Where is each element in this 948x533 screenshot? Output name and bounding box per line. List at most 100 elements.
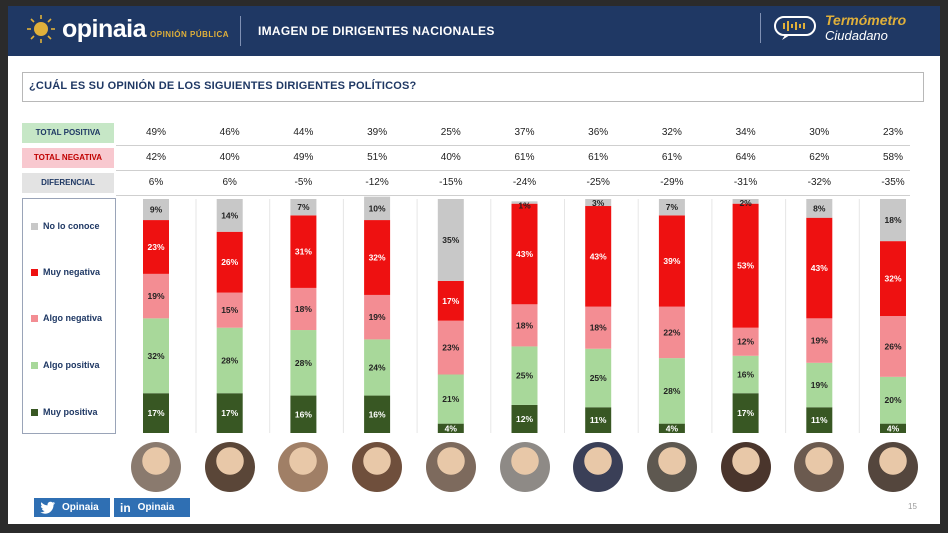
- bar-data-label: 4%: [887, 423, 900, 433]
- legend-label: Muy positiva: [43, 407, 98, 417]
- bar-segment: [143, 220, 169, 274]
- termometro-logo: Termómetro Ciudadano: [760, 13, 906, 43]
- page-number: 15: [908, 502, 917, 511]
- linkedin-link[interactable]: in Opinaia: [114, 498, 190, 517]
- bar-data-label: 1%: [518, 200, 531, 210]
- legend-swatch: [31, 361, 38, 369]
- total-differential-value: -25%: [586, 177, 610, 188]
- termometro-line2: Ciudadano: [825, 28, 888, 43]
- bar-segment: [732, 393, 759, 433]
- page-title: IMAGEN DE DIRIGENTES NACIONALES: [258, 24, 495, 38]
- bar-segment: [732, 199, 759, 204]
- bar-data-label: 17%: [442, 296, 459, 306]
- politician-photo: [204, 442, 255, 492]
- bar-segment: [290, 287, 317, 331]
- total-positive-value: 46%: [219, 127, 240, 138]
- bar-segment: [880, 376, 906, 424]
- politician-photo: [573, 442, 624, 492]
- bar-data-label: 10%: [369, 203, 386, 213]
- total-negative-value: 61%: [661, 152, 682, 163]
- bar-data-label: 23%: [147, 242, 164, 252]
- bar-data-label: 32%: [369, 253, 386, 263]
- total-negative-value: 51%: [367, 152, 388, 163]
- bar-segment: [437, 374, 464, 424]
- politician-photo: [868, 442, 918, 492]
- bar-segment: [511, 304, 538, 347]
- politician-photo: [499, 442, 550, 492]
- total-negative-value: 62%: [809, 152, 830, 163]
- total-negative-value: 61%: [514, 152, 535, 163]
- bar-segment: [658, 423, 685, 433]
- legend-swatch: [31, 222, 38, 230]
- total-negative-value: 58%: [882, 152, 903, 163]
- question-text: ¿CUÁL ES SU OPINIÓN DE LOS SIGUIENTES DI…: [29, 80, 417, 92]
- bar-data-label: 31%: [295, 247, 312, 257]
- bar-segment: [806, 362, 833, 408]
- bar-data-label: 18%: [590, 323, 607, 333]
- total-positive-value: 36%: [588, 127, 609, 138]
- bar-data-label: 16%: [737, 370, 754, 380]
- bar-data-label: 16%: [295, 409, 312, 419]
- total-negative-value: 40%: [219, 152, 240, 163]
- total-differential-value: 6%: [148, 177, 164, 188]
- bar-segment: [437, 280, 464, 321]
- total-positive-value: 34%: [735, 127, 756, 138]
- linkedin-handle: Opinaia: [137, 502, 175, 513]
- bar-data-label: 16%: [369, 409, 386, 419]
- politician-photo: [352, 442, 403, 492]
- termometro-name: Termómetro Ciudadano: [825, 12, 907, 44]
- speech-bubble-icon: [774, 16, 816, 40]
- politician-photo: [131, 442, 181, 492]
- legend-item: Algo positiva: [31, 360, 100, 370]
- total-negative-value: 42%: [145, 152, 166, 163]
- total-positive-value: 39%: [367, 127, 388, 138]
- bar-segment: [585, 407, 612, 433]
- bar-data-label: 43%: [590, 251, 607, 261]
- total-differential-value: -12%: [365, 177, 389, 188]
- bar-segment: [806, 407, 833, 433]
- slide: opinaia OPINIÓN PÚBLICA IMAGEN DE DIRIGE…: [8, 6, 940, 524]
- total-differential-value: -15%: [439, 177, 463, 188]
- bar-data-label: 43%: [811, 263, 828, 273]
- bar-segment: [437, 320, 464, 375]
- bar-segment: [290, 199, 317, 216]
- bar-segment: [880, 241, 906, 316]
- total-positive-value: 25%: [440, 127, 461, 138]
- bar-segment: [364, 294, 391, 340]
- bar-data-label: 20%: [884, 395, 901, 405]
- bar-segment: [511, 201, 538, 204]
- bar-segment: [364, 339, 391, 396]
- legend-label: Algo positiva: [43, 360, 100, 370]
- bar-data-label: 11%: [590, 415, 607, 425]
- bar-segment: [143, 199, 169, 221]
- bar-segment: [143, 318, 169, 394]
- bar-data-label: 14%: [221, 210, 238, 220]
- bar-data-label: 3%: [592, 198, 605, 208]
- termometro-line1: Termómetro: [825, 12, 907, 28]
- bar-data-label: 7%: [666, 202, 679, 212]
- bar-segment: [658, 358, 685, 424]
- bar-data-label: 7%: [297, 202, 310, 212]
- total-positive-value: 49%: [145, 127, 166, 138]
- brand-subtitle: OPINIÓN PÚBLICA: [150, 29, 230, 39]
- bar-data-label: 32%: [884, 274, 901, 284]
- bar-segment: [216, 393, 243, 433]
- bar-data-label: 25%: [516, 371, 533, 381]
- total-negative-label: TOTAL NEGATIVA: [22, 148, 114, 168]
- bar-segment: [732, 327, 759, 356]
- brand-name: opinaia: [62, 14, 147, 43]
- row-divider: [116, 170, 910, 171]
- bar-segment: [216, 292, 243, 328]
- bar-segment: [290, 330, 317, 396]
- bar-segment: [143, 393, 169, 433]
- bar-segment: [143, 273, 169, 319]
- bar-data-label: 23%: [442, 343, 459, 353]
- legend: No lo conoce Muy negativa Algo negativa …: [22, 198, 116, 434]
- bar-data-label: 18%: [884, 215, 901, 225]
- bar-data-label: 53%: [737, 261, 754, 271]
- legend-item: No lo conoce: [31, 221, 100, 231]
- bar-segment: [585, 206, 612, 307]
- twitter-link[interactable]: Opinaia: [34, 498, 110, 517]
- bar-segment: [364, 220, 391, 295]
- bar-data-label: 26%: [884, 341, 901, 351]
